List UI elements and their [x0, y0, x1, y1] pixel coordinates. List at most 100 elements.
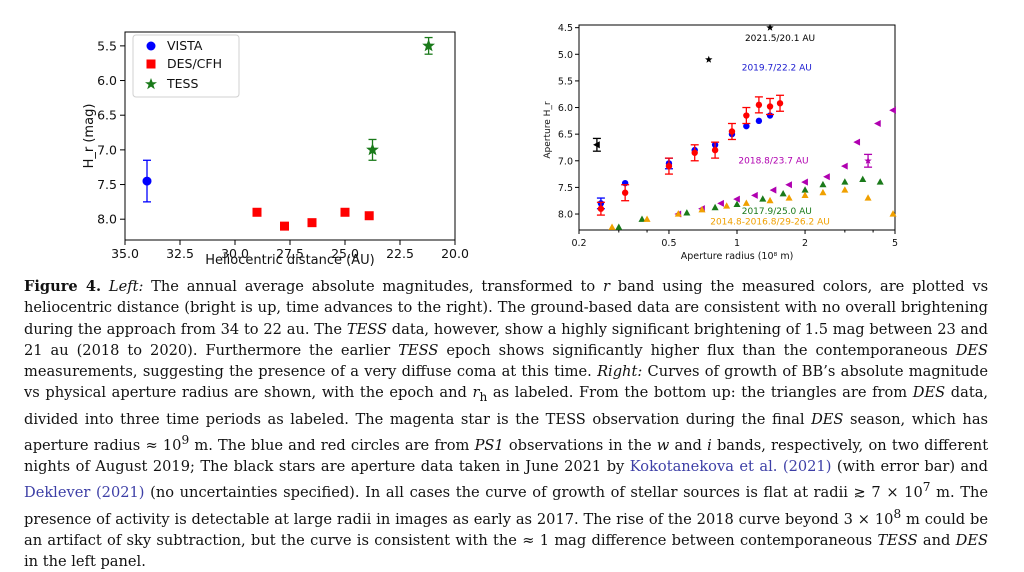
- caption-italic: r: [472, 384, 480, 402]
- right-annotations: 2021.5/20.1 AU 2019.7/22.2 AU 2018.8/23.7 …: [710, 34, 830, 228]
- caption-text: m. The presence of activity is detectabl…: [24, 484, 989, 528]
- data-point: [608, 223, 616, 230]
- data-point: [597, 205, 605, 212]
- data-point: [252, 207, 262, 217]
- annotation-label: 2019.7/22.2 AU: [742, 63, 812, 73]
- data-point: [864, 194, 872, 201]
- data-point: [889, 210, 897, 217]
- caption-text: season, which has aperture radius ≈ 10: [24, 410, 989, 454]
- caption-italic: TESS: [398, 341, 439, 359]
- data-point: [593, 141, 600, 149]
- data-point: [766, 103, 774, 110]
- caption-text: m. The blue and red circles are from: [194, 436, 470, 454]
- caption-text: Curves of growth of BB’s absolute magnit…: [24, 363, 988, 402]
- y-tick-label: 7.0: [558, 156, 573, 167]
- left-legend: VISTA DES/CFH TESS: [132, 34, 240, 98]
- x-tick-label: 22.5: [386, 246, 414, 261]
- right-x-label: Aperture radius (10⁸ m): [681, 251, 794, 262]
- data-point: [841, 178, 849, 185]
- y-tick-label: 5.0: [558, 50, 573, 61]
- y-tick-label: 8.0: [97, 212, 117, 227]
- data-point: [801, 178, 808, 186]
- data-point: [823, 173, 830, 181]
- caption-text: bands, respectively, on two different ni…: [24, 436, 989, 476]
- x-tick-label: 32.5: [166, 246, 194, 261]
- left-marks: [142, 36, 435, 231]
- data-point: [621, 189, 629, 196]
- caption-text: measurements, suggesting the presence of…: [24, 363, 592, 381]
- x-tick-label: 27.5: [276, 246, 304, 261]
- data-point: [779, 189, 787, 197]
- data-point: [785, 194, 793, 201]
- data-point: [751, 191, 758, 199]
- y-tick-label: 7.0: [97, 142, 117, 157]
- data-point: [859, 175, 867, 182]
- legend-label-vista: VISTA: [167, 38, 203, 53]
- x-tick-label: 30.0: [221, 246, 249, 261]
- caption-italic: i: [707, 436, 712, 454]
- caption-text: epoch shows significantly higher flux th…: [446, 341, 948, 359]
- caption-italic: TESS: [877, 531, 918, 549]
- data-point: [643, 215, 651, 222]
- left-x-label: Heliocentric distance (AU): [205, 253, 374, 268]
- y-tick-label: 6.0: [97, 73, 117, 88]
- data-point: [422, 39, 435, 52]
- data-point: [876, 178, 884, 185]
- data-point: [723, 202, 731, 209]
- right-chart: 0.2 0.5 1 2 5 4.5 5.0 5.5 6.0 6.5 7.0 7.5 8.0 2021.5…: [543, 23, 898, 262]
- data-point: [340, 207, 350, 217]
- data-point: [841, 162, 848, 170]
- annotation-label: 2021.5/20.1 AU: [745, 34, 815, 44]
- data-point: [142, 176, 152, 186]
- citation-link[interactable]: Kokotanekova et al. (2021): [629, 458, 832, 476]
- y-tick-label: 4.5: [558, 23, 573, 34]
- data-point: [743, 122, 750, 130]
- data-point: [755, 117, 763, 125]
- annotation-label: 2018.8/23.7 AU: [738, 156, 808, 166]
- caption-italic: DES: [955, 341, 989, 359]
- data-point: [307, 218, 317, 228]
- data-point: [801, 191, 809, 198]
- data-point: [766, 196, 774, 204]
- data-point: [728, 128, 736, 135]
- citation-link[interactable]: Deklever (2021): [24, 484, 145, 502]
- x-tick-label: 5: [892, 238, 898, 249]
- y-tick-label: 7.5: [97, 177, 117, 192]
- caption-superscript: 7: [922, 480, 931, 495]
- data-point: [889, 106, 896, 114]
- data-point: [864, 156, 872, 164]
- data-point: [853, 138, 861, 146]
- y-tick-label: 6.5: [558, 130, 573, 141]
- figure-caption: Figure 4. Left: The annual average absol…: [24, 276, 988, 572]
- x-tick-label: 1: [734, 238, 740, 249]
- caption-text: and: [674, 436, 702, 454]
- caption-text: band using the measured colors, are plot…: [24, 278, 989, 338]
- legend-marker-vista: [146, 41, 156, 51]
- data-point: [766, 23, 774, 31]
- y-tick-label: 7.5: [558, 183, 573, 194]
- data-point: [801, 186, 809, 193]
- x-tick-label: 20.0: [441, 246, 469, 261]
- data-point: [691, 149, 698, 156]
- caption-italic: TESS: [346, 320, 387, 338]
- y-tick-label: 6.0: [558, 103, 573, 114]
- y-tick-label: 5.5: [558, 76, 573, 87]
- x-tick-label: 0.5: [661, 238, 676, 249]
- data-point: [711, 203, 719, 211]
- figure-label: Figure 4.: [24, 278, 102, 295]
- caption-subscript: h: [479, 390, 488, 405]
- data-point: [683, 209, 691, 216]
- data-point: [874, 119, 881, 128]
- legend-frame: [132, 34, 240, 98]
- annotation-label: 2017.9/25.0 AU: [742, 207, 812, 217]
- right-marks: [592, 23, 897, 230]
- annotation-label: 2014.8-2016.8/29-26.2 AU: [710, 218, 830, 228]
- left-ticks: 35.0 32.5 30.0 27.5 25.0 22.5 20.0 5.5 6.0 6.5 7.0…: [97, 38, 469, 261]
- left-chart: 35.0 32.5 30.0 27.5 25.0 22.5 20.0 5.5 6.0 6.5 7.0…: [82, 31, 469, 268]
- y-tick-label: 5.5: [97, 38, 117, 53]
- data-point: [366, 143, 379, 156]
- caption-text: as labeled. From the bottom up: the tria…: [492, 384, 908, 402]
- caption-italic: r: [602, 278, 610, 295]
- data-point: [638, 215, 646, 222]
- caption-text: data, however, show a highly significant…: [24, 320, 989, 359]
